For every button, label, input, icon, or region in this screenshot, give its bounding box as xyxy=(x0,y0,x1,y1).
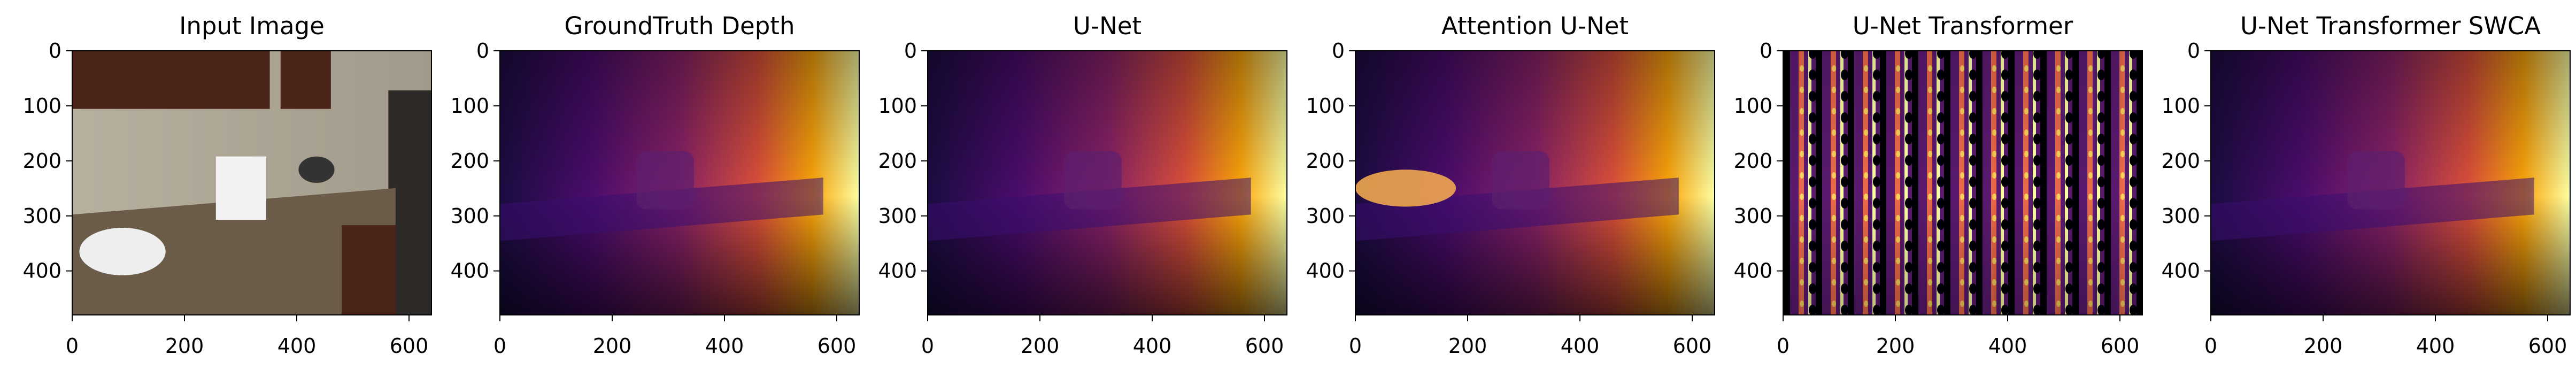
x-tick-label: 400 xyxy=(1561,334,1600,358)
y-tick-label: 0 xyxy=(1332,39,1345,63)
panel-frame xyxy=(499,50,860,315)
panel-title: U-Net xyxy=(1073,12,1142,40)
y-tick-label: 200 xyxy=(878,149,917,173)
panel-frame xyxy=(927,50,1287,315)
panel-title: Input Image xyxy=(179,12,325,40)
panel-gt: GroundTruth Depth 0 200 400 600 0 100 200 300 400 xyxy=(450,12,860,358)
y-tick-label: 300 xyxy=(1306,204,1345,228)
y-tick-label: 200 xyxy=(450,149,489,173)
y-tick-label: 100 xyxy=(1306,94,1345,118)
x-tick-label: 0 xyxy=(1777,334,1790,358)
y-tick-label: 100 xyxy=(878,94,917,118)
x-tick-label: 400 xyxy=(705,334,744,358)
x-tick-label: 600 xyxy=(2528,334,2567,358)
x-tick-label: 0 xyxy=(1349,334,1362,358)
x-tick-label: 200 xyxy=(165,334,204,358)
panel-title: GroundTruth Depth xyxy=(565,12,795,40)
x-tick-label: 0 xyxy=(493,334,506,358)
panel-input: Input Image 0 200 400 600 0 100 200 300 400 xyxy=(22,12,432,358)
y-tick-label: 100 xyxy=(450,94,489,118)
x-tick-label: 600 xyxy=(1245,334,1284,358)
y-tick-label: 100 xyxy=(1733,94,1772,118)
y-tick-label: 400 xyxy=(1733,259,1772,283)
x-tick-label: 200 xyxy=(593,334,632,358)
x-tick-label: 0 xyxy=(921,334,934,358)
panel-image-input xyxy=(72,51,431,315)
x-tick-label: 400 xyxy=(2416,334,2455,358)
panel-frame xyxy=(1355,50,1715,315)
y-tick-label: 400 xyxy=(878,259,917,283)
y-tick-label: 300 xyxy=(878,204,917,228)
x-tick-label: 200 xyxy=(1876,334,1915,358)
x-tick-label: 200 xyxy=(1448,334,1487,358)
y-tick-label: 400 xyxy=(450,259,489,283)
x-tick-label: 400 xyxy=(1988,334,2027,358)
panel-attn: Attention U-Net 0 200 400 600 0 100 200 300 400 xyxy=(1306,12,1715,358)
y-tick-label: 400 xyxy=(2161,259,2200,283)
y-tick-label: 0 xyxy=(2187,39,2200,63)
y-tick-label: 0 xyxy=(49,39,61,63)
y-tick-label: 0 xyxy=(476,39,489,63)
panel-title: U-Net Transformer xyxy=(1853,12,2073,40)
y-tick-label: 200 xyxy=(1733,149,1772,173)
panel-unet: U-Net 0 200 400 600 0 100 200 300 400 xyxy=(878,12,1287,358)
y-tick-label: 200 xyxy=(2161,149,2200,173)
panel-swca: U-Net Transformer SWCA 0 200 400 600 0 100 200 3… xyxy=(2161,12,2571,358)
x-tick-label: 400 xyxy=(1133,334,1172,358)
y-tick-label: 300 xyxy=(22,204,61,228)
x-tick-label: 600 xyxy=(817,334,857,358)
y-tick-label: 300 xyxy=(1733,204,1772,228)
x-tick-label: 600 xyxy=(2101,334,2140,358)
panel-image-gt xyxy=(500,51,859,315)
x-tick-label: 200 xyxy=(2304,334,2343,358)
x-tick-label: 600 xyxy=(390,334,429,358)
y-tick-label: 100 xyxy=(22,94,61,118)
y-tick-label: 300 xyxy=(450,204,489,228)
y-tick-label: 300 xyxy=(2161,204,2200,228)
y-tick-label: 400 xyxy=(22,259,61,283)
panel-unettr: U-Net Transformer 0 200 400 600 0 100 200 300 400 xyxy=(1733,12,2143,358)
panel-image-attn xyxy=(1355,51,1715,315)
panel-frame xyxy=(1783,50,2143,315)
y-tick-label: 200 xyxy=(1306,149,1345,173)
y-tick-label: 0 xyxy=(1760,39,1772,63)
panel-title: U-Net Transformer SWCA xyxy=(2240,12,2541,40)
x-tick-label: 200 xyxy=(1021,334,1060,358)
panel-frame xyxy=(2210,50,2571,315)
panel-title: Attention U-Net xyxy=(1441,12,1629,40)
y-tick-label: 200 xyxy=(22,149,61,173)
y-tick-label: 100 xyxy=(2161,94,2200,118)
y-tick-label: 0 xyxy=(904,39,917,63)
x-tick-label: 600 xyxy=(1673,334,1712,358)
panel-image-unettr xyxy=(1783,51,2142,315)
panel-image-swca xyxy=(2211,51,2570,315)
panel-image-unet xyxy=(928,51,1287,315)
panel-frame xyxy=(72,50,432,315)
x-tick-label: 400 xyxy=(277,334,317,358)
x-tick-label: 0 xyxy=(2204,334,2217,358)
y-tick-label: 400 xyxy=(1306,259,1345,283)
x-tick-label: 0 xyxy=(66,334,79,358)
